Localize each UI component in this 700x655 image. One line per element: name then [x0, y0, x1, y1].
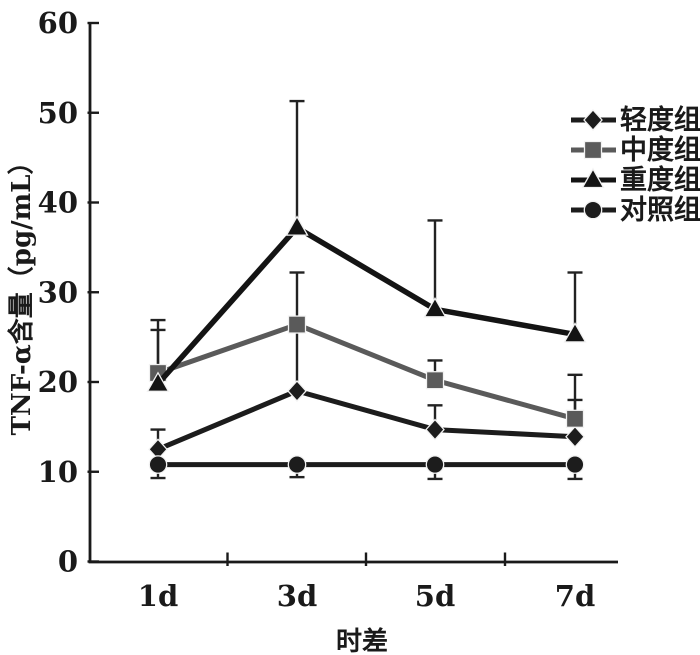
legend-marker-control: [583, 200, 603, 220]
legend-item-control: 对照组: [571, 194, 700, 226]
series-control-marker-1d: [148, 455, 168, 474]
series-control-marker-3d: [287, 455, 307, 474]
legend-marker-mild: [583, 109, 603, 131]
y-tick-label-50: 50: [38, 96, 78, 130]
axes-lines: [88, 23, 618, 564]
series-severe: [146, 215, 587, 392]
y-tick-label-40: 40: [38, 186, 78, 220]
y-tick-label-60: 60: [38, 6, 78, 40]
legend-item-moderate: 中度组: [571, 134, 700, 166]
series-mild: [148, 380, 585, 461]
x-axis-title: 时差: [336, 626, 388, 655]
series-mild-marker-5d: [425, 418, 445, 441]
series-control: [148, 455, 585, 474]
series-moderate: [148, 315, 585, 428]
legend-label-severe: 重度组: [620, 164, 700, 196]
series-mild-marker-7d: [565, 425, 585, 448]
legend-label-moderate: 中度组: [620, 134, 700, 166]
series-moderate-marker-3d: [287, 315, 307, 334]
legend-item-severe: 重度组: [571, 164, 700, 196]
series-severe-marker-7d: [563, 322, 587, 343]
error-bars: [150, 99, 583, 481]
legend-marker-severe: [581, 167, 605, 189]
legend-label-mild: 轻度组: [620, 104, 700, 136]
y-tick-label-20: 20: [38, 365, 78, 399]
series-control-marker-5d: [425, 455, 445, 474]
y-tick-label-0: 0: [58, 545, 78, 579]
series-severe-marker-3d: [285, 215, 309, 236]
y-tick-label-30: 30: [38, 275, 78, 309]
x-tick-label-5d: 5d: [415, 579, 455, 613]
series-mild-marker-3d: [287, 380, 307, 402]
legend-marker-moderate: [583, 140, 603, 160]
legend-label-control: 对照组: [620, 194, 700, 226]
y-tick-label-10: 10: [38, 455, 78, 489]
data-series: [146, 215, 587, 474]
series-moderate-line: [157, 322, 576, 422]
x-axis-ticks: 1d 3d 5d 7d: [138, 552, 595, 613]
x-tick-label-7d: 7d: [555, 579, 595, 613]
x-tick-label-1d: 1d: [138, 579, 178, 613]
series-moderate-marker-5d: [425, 371, 445, 390]
y-axis-title: TNF-α含量（pg/mL）: [6, 149, 37, 436]
series-control-marker-7d: [565, 455, 585, 474]
series-severe-line: [155, 224, 576, 386]
series-mild-line: [157, 388, 576, 452]
series-severe-marker-1d: [146, 371, 170, 392]
series-severe-marker-5d: [423, 296, 447, 318]
y-axis-ticks: 0 10 20 30 40 50 60: [38, 6, 99, 579]
x-tick-label-3d: 3d: [277, 579, 317, 613]
series-moderate-marker-7d: [565, 409, 585, 428]
legend-item-mild: 轻度组: [571, 104, 700, 136]
